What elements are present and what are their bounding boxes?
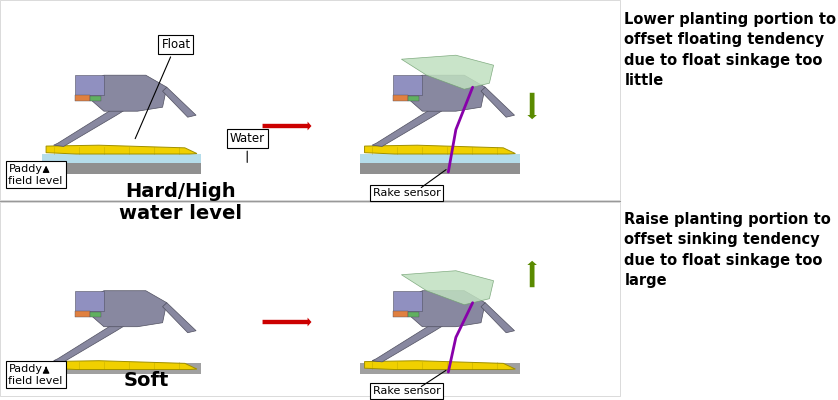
Text: Water: Water bbox=[230, 132, 265, 162]
Polygon shape bbox=[481, 303, 515, 333]
FancyBboxPatch shape bbox=[90, 96, 101, 101]
FancyBboxPatch shape bbox=[0, 202, 620, 396]
Polygon shape bbox=[46, 361, 197, 370]
Text: Rake sensor: Rake sensor bbox=[373, 188, 440, 198]
Polygon shape bbox=[46, 145, 197, 154]
Polygon shape bbox=[481, 87, 515, 117]
FancyBboxPatch shape bbox=[393, 311, 408, 317]
FancyBboxPatch shape bbox=[408, 312, 419, 317]
FancyBboxPatch shape bbox=[360, 163, 520, 174]
Polygon shape bbox=[163, 87, 196, 117]
Polygon shape bbox=[397, 291, 485, 327]
FancyBboxPatch shape bbox=[75, 75, 104, 95]
Text: Float: Float bbox=[135, 38, 190, 139]
Polygon shape bbox=[79, 75, 167, 111]
Text: Paddy
field level: Paddy field level bbox=[8, 364, 63, 386]
FancyBboxPatch shape bbox=[75, 291, 104, 311]
FancyBboxPatch shape bbox=[393, 291, 422, 311]
Polygon shape bbox=[372, 109, 443, 146]
Polygon shape bbox=[365, 145, 515, 154]
Polygon shape bbox=[54, 325, 125, 362]
Polygon shape bbox=[372, 325, 443, 362]
FancyBboxPatch shape bbox=[408, 96, 419, 101]
FancyBboxPatch shape bbox=[393, 75, 422, 95]
Polygon shape bbox=[365, 361, 515, 370]
Text: Paddy
field level: Paddy field level bbox=[8, 164, 63, 186]
Polygon shape bbox=[401, 55, 494, 89]
Polygon shape bbox=[401, 271, 494, 305]
FancyBboxPatch shape bbox=[0, 0, 620, 200]
Polygon shape bbox=[397, 75, 485, 111]
Polygon shape bbox=[54, 109, 125, 146]
Polygon shape bbox=[79, 291, 167, 327]
FancyBboxPatch shape bbox=[360, 363, 520, 374]
FancyBboxPatch shape bbox=[42, 163, 201, 174]
FancyBboxPatch shape bbox=[393, 95, 408, 101]
FancyBboxPatch shape bbox=[75, 95, 90, 101]
Text: Soft: Soft bbox=[124, 370, 169, 390]
FancyBboxPatch shape bbox=[75, 311, 90, 317]
Text: Raise planting portion to
offset sinking tendency
due to float sinkage too
large: Raise planting portion to offset sinking… bbox=[624, 212, 831, 288]
Text: Hard/High
water level: Hard/High water level bbox=[119, 182, 241, 223]
Text: Lower planting portion to
offset floating tendency
due to float sinkage too
litt: Lower planting portion to offset floatin… bbox=[624, 12, 836, 88]
Polygon shape bbox=[163, 303, 196, 333]
FancyBboxPatch shape bbox=[42, 154, 201, 163]
FancyBboxPatch shape bbox=[90, 312, 101, 317]
FancyBboxPatch shape bbox=[42, 363, 201, 374]
FancyBboxPatch shape bbox=[360, 154, 520, 163]
Text: Rake sensor: Rake sensor bbox=[373, 386, 440, 396]
